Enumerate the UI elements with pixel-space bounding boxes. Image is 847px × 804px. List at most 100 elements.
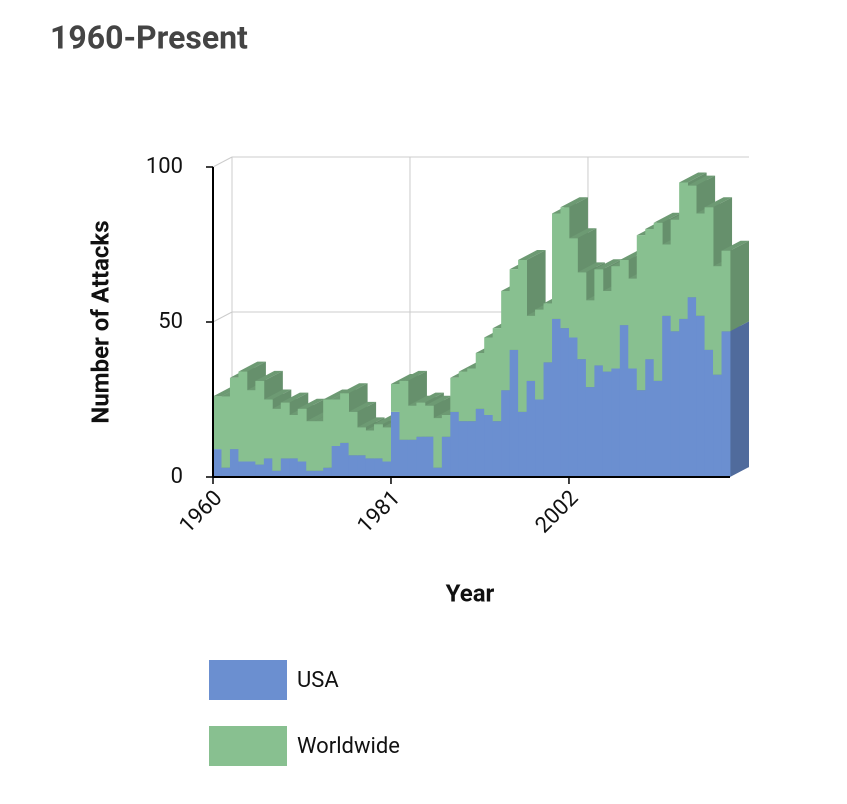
bar: [238, 371, 248, 462]
bar: [323, 467, 333, 477]
bar: [272, 408, 282, 471]
bar-top: [348, 401, 377, 412]
bar-top: [280, 392, 309, 403]
bar: [229, 449, 239, 477]
bar: [501, 291, 511, 391]
bar: [552, 318, 561, 477]
bar: [458, 371, 468, 422]
x-tick-label: 2002: [531, 486, 584, 539]
bar: [585, 300, 595, 388]
chart-title: 1960-Present: [50, 18, 248, 56]
bar: [475, 353, 485, 409]
y-tick-label: 50: [158, 309, 183, 334]
bar: [289, 415, 299, 459]
bar: [365, 430, 375, 459]
bar: [552, 213, 561, 319]
bar: [721, 250, 731, 332]
bar: [365, 458, 375, 477]
bar-top: [238, 361, 266, 372]
bar: [484, 415, 494, 477]
bar: [382, 461, 392, 477]
bar: [687, 297, 697, 477]
legend-swatch: [209, 726, 287, 766]
bar: [611, 266, 621, 369]
bar: [509, 269, 519, 350]
bar: [450, 377, 460, 412]
bar: [628, 278, 638, 369]
bar: [585, 387, 595, 477]
bar: [645, 229, 655, 360]
bar: [289, 458, 299, 477]
bar: [348, 455, 358, 477]
bar: [272, 470, 282, 477]
bar: [407, 405, 417, 440]
bar: [670, 219, 680, 332]
bar: [331, 399, 341, 446]
bar-top: [518, 250, 546, 260]
bar: [424, 436, 434, 477]
bar: [340, 393, 350, 443]
bar: [280, 402, 290, 459]
bar: [467, 368, 477, 422]
bar-top: [399, 370, 427, 381]
bar: [424, 405, 434, 437]
bar: [653, 380, 663, 477]
bar: [518, 260, 527, 412]
bar: [526, 380, 536, 477]
bar-top: [653, 212, 682, 223]
bar: [433, 418, 443, 468]
bar: [713, 374, 722, 477]
bar-top: [424, 395, 453, 406]
bar-top: [704, 197, 733, 208]
bar: [374, 424, 383, 459]
bar: [221, 467, 231, 477]
grid-line: [212, 311, 233, 323]
bar: [390, 384, 400, 412]
bar: [407, 439, 417, 477]
bar: [399, 380, 409, 440]
bar-top: [560, 197, 588, 208]
bar: [535, 309, 544, 400]
bar: [560, 207, 570, 329]
grid-line: [212, 156, 233, 168]
bar: [416, 402, 426, 437]
bar-top: [255, 370, 283, 381]
bar: [636, 390, 646, 477]
bar: [441, 415, 451, 437]
bar: [450, 411, 460, 477]
bar: [280, 458, 290, 477]
bar-top: [577, 262, 605, 273]
bar: [475, 408, 485, 477]
bar: [501, 390, 511, 477]
x-tick-label: 1960: [175, 486, 228, 539]
bar: [374, 458, 383, 477]
bar: [653, 222, 663, 381]
bar: [602, 371, 612, 477]
bar: [636, 235, 646, 391]
bar: [721, 331, 731, 477]
bar: [696, 315, 705, 477]
legend-label: USA: [297, 668, 339, 693]
bar: [619, 325, 629, 477]
bar: [679, 318, 689, 477]
bar: [670, 331, 680, 477]
bar: [696, 213, 705, 316]
bar: [297, 461, 307, 477]
bar: [560, 328, 570, 477]
bar: [331, 446, 341, 477]
bar: [255, 380, 265, 465]
bar: [357, 427, 366, 456]
bar: [238, 461, 248, 477]
bar: [543, 303, 553, 363]
bar: [662, 315, 672, 477]
x-tick-label: 1981: [353, 486, 406, 539]
bar: [441, 436, 451, 477]
bar: [348, 411, 358, 456]
bar: [213, 396, 222, 450]
bar: [416, 436, 426, 477]
bar: [509, 349, 519, 477]
bar: [433, 467, 443, 477]
bar: [263, 399, 273, 459]
bar: [458, 421, 468, 477]
